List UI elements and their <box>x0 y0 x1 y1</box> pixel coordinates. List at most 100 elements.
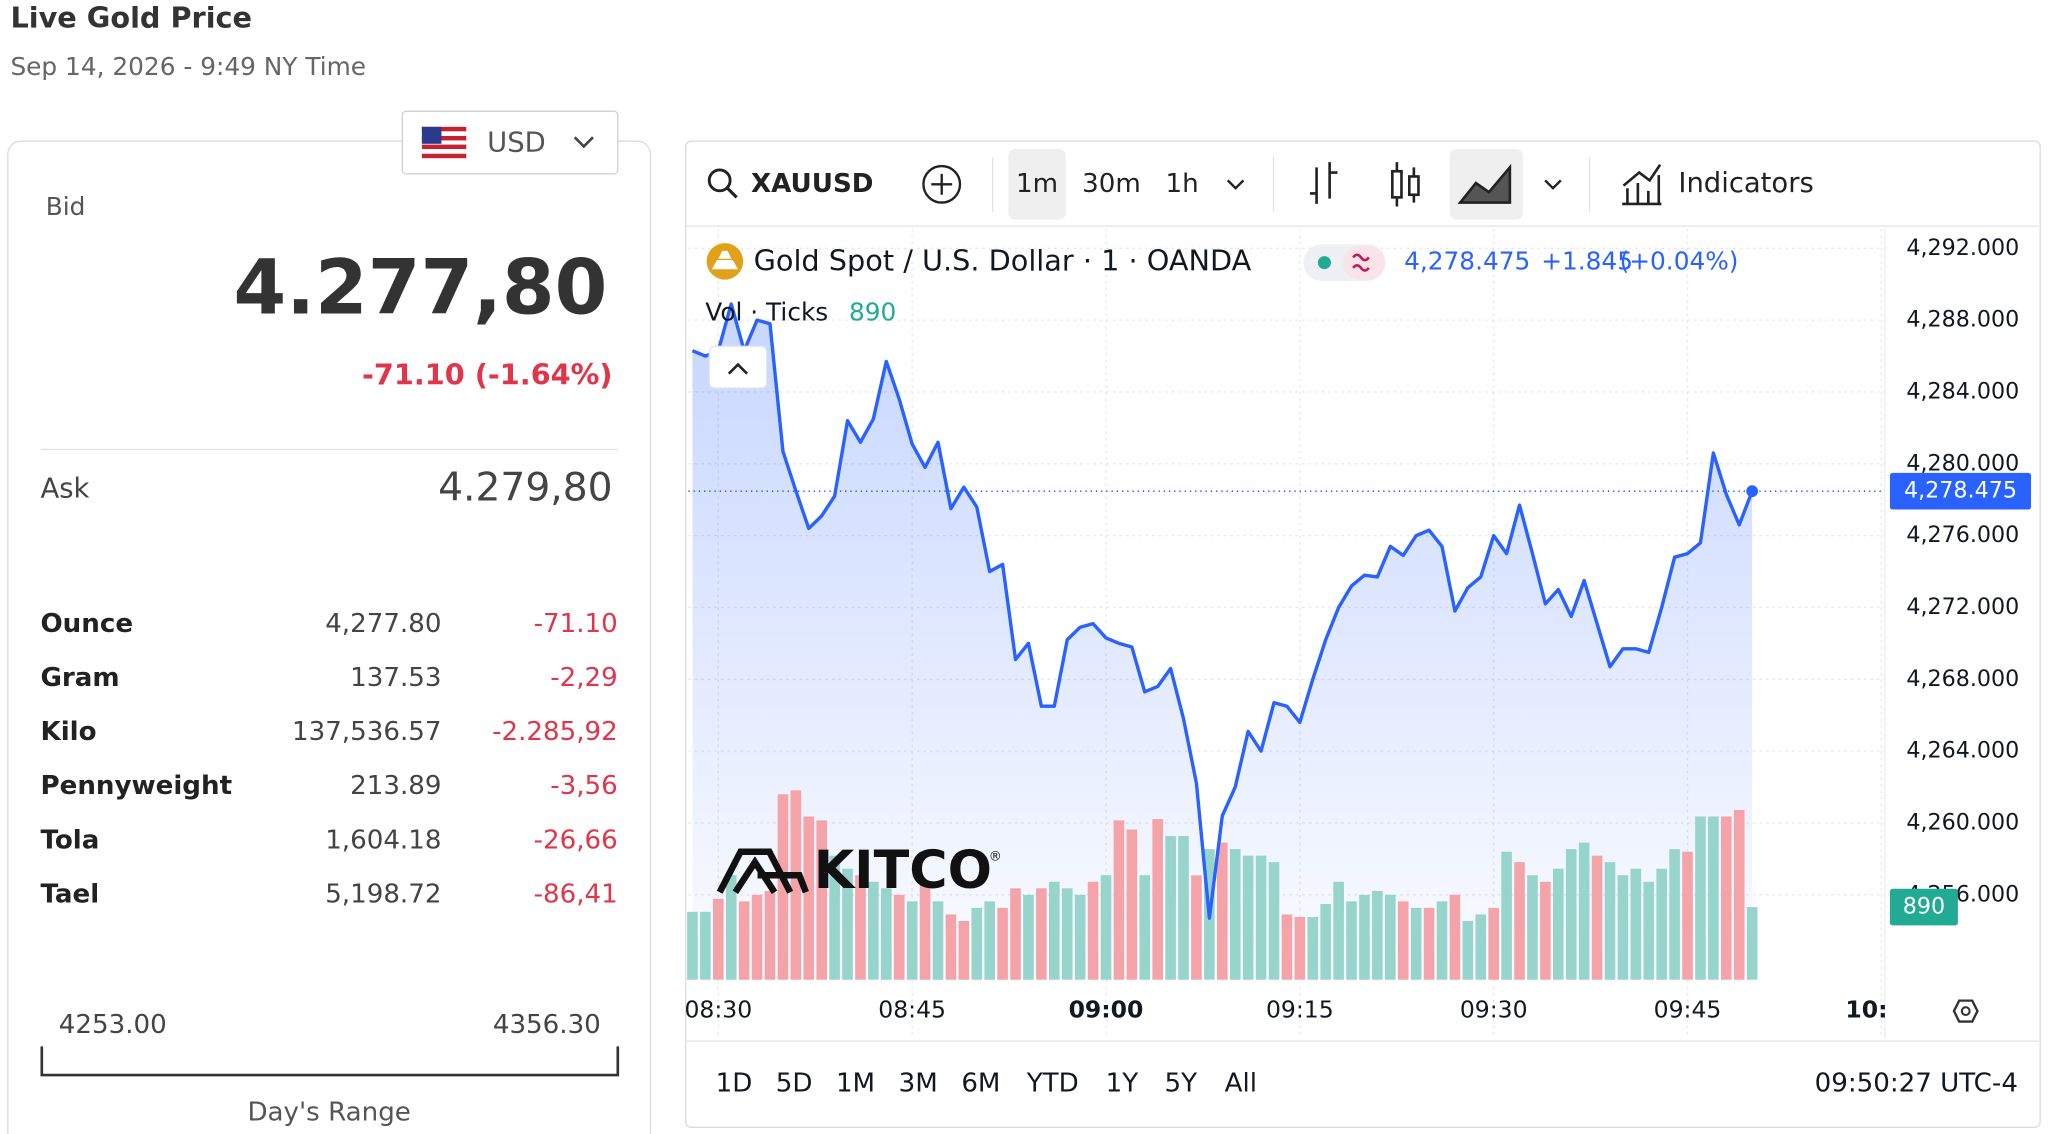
y-tick-label: 4,264.000 <box>1906 738 2019 764</box>
x-tick-label: 10: <box>1845 996 1887 1024</box>
volume-bar <box>738 901 750 980</box>
price-change: +1.845 <box>1541 247 1633 276</box>
plot: 08:30 08:45 09:00 09:15 09:30 09:45 10: 4,292.0… <box>684 228 2032 1039</box>
volume-bar <box>945 914 957 980</box>
volume-bar <box>1191 875 1202 980</box>
currency-label: USD <box>487 127 546 158</box>
volume-bar <box>1061 888 1073 980</box>
range-button[interactable]: 1D <box>716 1069 753 1099</box>
unit-price: 4,277.80 <box>325 609 441 639</box>
range-button[interactable]: 3M <box>899 1069 938 1099</box>
volume-bar <box>1397 901 1409 980</box>
kitco-registered: ® <box>989 849 1002 864</box>
volume-bar <box>700 911 711 980</box>
volume-bar <box>1708 816 1719 980</box>
range-bar <box>40 1046 620 1077</box>
unit-change: -71.10 <box>534 609 618 639</box>
unit-price: 137.53 <box>350 663 441 693</box>
volume-bar <box>1617 875 1629 980</box>
style-menu[interactable] <box>1544 179 1562 190</box>
volume-bar <box>868 881 879 980</box>
last-price: 4,278.475 <box>1404 247 1530 276</box>
interval-active[interactable] <box>1008 149 1066 220</box>
volume-bar <box>1320 903 1331 980</box>
symbol-search[interactable]: XAUUSD <box>707 168 873 199</box>
range-button[interactable]: All <box>1225 1069 1257 1099</box>
chevron-up <box>727 362 749 375</box>
volume-bar <box>984 901 995 980</box>
volume-bar <box>777 794 789 980</box>
us-flag <box>421 126 467 159</box>
volume-bar <box>1100 875 1112 980</box>
x-tick-label: 09:15 <box>1266 996 1334 1024</box>
axis-settings[interactable] <box>1952 999 1979 1023</box>
range-button[interactable]: YTD <box>1026 1069 1079 1099</box>
volume-bar <box>687 911 698 980</box>
page-subtitle: Sep 14, 2026 - 9:49 NY Time <box>10 52 366 81</box>
candles-style[interactable] <box>1391 162 1420 207</box>
compare-button[interactable] <box>922 164 962 204</box>
volume-title: Vol · Ticks <box>705 298 828 327</box>
volume-bar <box>1385 894 1396 980</box>
volume-bar <box>1255 855 1267 980</box>
volume-bar <box>1527 875 1538 980</box>
last-point <box>1746 485 1759 498</box>
collapse-legend[interactable] <box>708 345 768 389</box>
volume-bar <box>919 881 931 980</box>
unit-name: Ounce <box>40 609 133 639</box>
y-tick-label: 4,288.000 <box>1906 307 2019 333</box>
delay-icon <box>1352 253 1370 272</box>
bid-label: Bid <box>46 192 86 221</box>
volume-bar <box>1630 868 1642 980</box>
volume-bar <box>893 894 905 980</box>
range-caption: Day's Range <box>247 1097 410 1127</box>
volume-bar <box>958 920 970 980</box>
volume-tag-label: 890 <box>1903 894 1945 920</box>
volume-bar <box>842 868 853 980</box>
last-price-tag <box>1889 472 2032 510</box>
volume-bar <box>1307 917 1319 980</box>
area-icon <box>1457 163 1512 204</box>
volume-bar <box>1113 820 1125 980</box>
range-button[interactable]: 6M <box>961 1069 1000 1099</box>
indicators-button[interactable]: Indicators <box>1622 163 1814 206</box>
interval[interactable]: 30m <box>1082 169 1141 199</box>
volume-bar <box>1023 894 1034 980</box>
range-button[interactable]: 5D <box>776 1069 813 1099</box>
volume-bar <box>1514 862 1525 980</box>
interval[interactable]: 1h <box>1165 169 1198 199</box>
bars-style[interactable] <box>1310 162 1338 204</box>
volume-bar <box>1410 907 1422 980</box>
range-button[interactable]: 1M <box>836 1069 875 1099</box>
area-style-active[interactable] <box>1449 149 1523 220</box>
volume-bar <box>1126 829 1138 980</box>
price-change-pct: (+0.04%) <box>1620 247 1739 276</box>
range-high: 4356.30 <box>493 1010 601 1040</box>
y-tick-label: 4,276.000 <box>1906 522 2019 548</box>
x-tick-label: 08:30 <box>684 996 752 1024</box>
bid-price: 4.277,80 <box>234 244 608 332</box>
unit-name: Gram <box>40 663 119 693</box>
volume-bar <box>1152 819 1163 980</box>
volume-bar <box>1359 894 1370 980</box>
volume-bar <box>1281 914 1293 980</box>
volume-bar <box>1165 836 1176 980</box>
volume-bar <box>1229 849 1241 980</box>
unit-name: Pennyweight <box>40 771 232 801</box>
volume-bar <box>1346 901 1357 980</box>
volume-bar <box>1475 914 1487 980</box>
range-button[interactable]: 5Y <box>1164 1069 1197 1099</box>
range-button[interactable]: 1Y <box>1106 1069 1139 1099</box>
y-tick-label: 4,260.000 <box>1906 809 2019 835</box>
currency-select[interactable]: USD <box>401 110 619 175</box>
volume-bar <box>1682 851 1693 980</box>
volume-bar <box>1733 809 1745 980</box>
interval[interactable]: 1m <box>1016 169 1058 199</box>
volume-bar <box>932 901 944 980</box>
volume-bar <box>997 907 1008 980</box>
volume-bar <box>1669 849 1680 980</box>
y-tick-label: 4,280.000 <box>1906 450 2019 476</box>
interval-menu[interactable] <box>1226 179 1245 190</box>
price-line <box>691 302 1754 920</box>
